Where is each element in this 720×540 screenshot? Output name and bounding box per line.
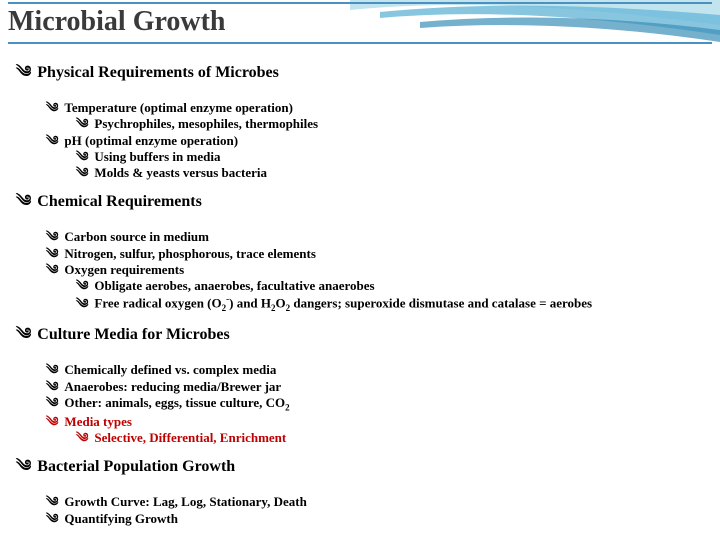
section-heading: ༄Bacterial Population Growth — [16, 448, 712, 493]
list-item: ༄Other: animals, eggs, tissue culture, C… — [46, 395, 712, 414]
list-item: ༄Carbon source in medium — [46, 229, 712, 245]
list-item: ༄Nitrogen, sulfur, phosphorous, trace el… — [46, 246, 712, 262]
section-heading: ༄Chemical Requirements — [16, 183, 712, 228]
slide-title: Microbial Growth — [8, 2, 712, 44]
list-subitem: ༄Molds & yeasts versus bacteria — [76, 165, 712, 181]
list-item: ༄Temperature (optimal enzyme operation) — [46, 100, 712, 116]
section-heading: ༄Culture Media for Microbes — [16, 316, 712, 361]
slide-content: Microbial Growth ༄Physical Requirements … — [0, 0, 720, 535]
outline-container: ༄Physical Requirements of Microbes༄Tempe… — [8, 54, 712, 527]
list-item: ༄Media types — [46, 414, 712, 430]
list-item: ༄Anaerobes: reducing media/Brewer jar — [46, 379, 712, 395]
list-item: ༄Oxygen requirements — [46, 262, 712, 278]
section-heading: ༄Physical Requirements of Microbes — [16, 54, 712, 99]
list-item: ༄Chemically defined vs. complex media — [46, 362, 712, 378]
list-subitem: ༄Selective, Differential, Enrichment — [76, 430, 712, 446]
list-item: ༄pH (optimal enzyme operation) — [46, 133, 712, 149]
list-item: ༄Quantifying Growth — [46, 511, 712, 527]
list-subitem: ༄Using buffers in media — [76, 149, 712, 165]
list-subitem: ༄Psychrophiles, mesophiles, thermophiles — [76, 116, 712, 132]
list-item: ༄Growth Curve: Lag, Log, Stationary, Dea… — [46, 494, 712, 510]
list-subitem: ༄Free radical oxygen (O2-) and H2O2 dang… — [76, 294, 712, 314]
list-subitem: ༄Obligate aerobes, anaerobes, facultativ… — [76, 278, 712, 294]
